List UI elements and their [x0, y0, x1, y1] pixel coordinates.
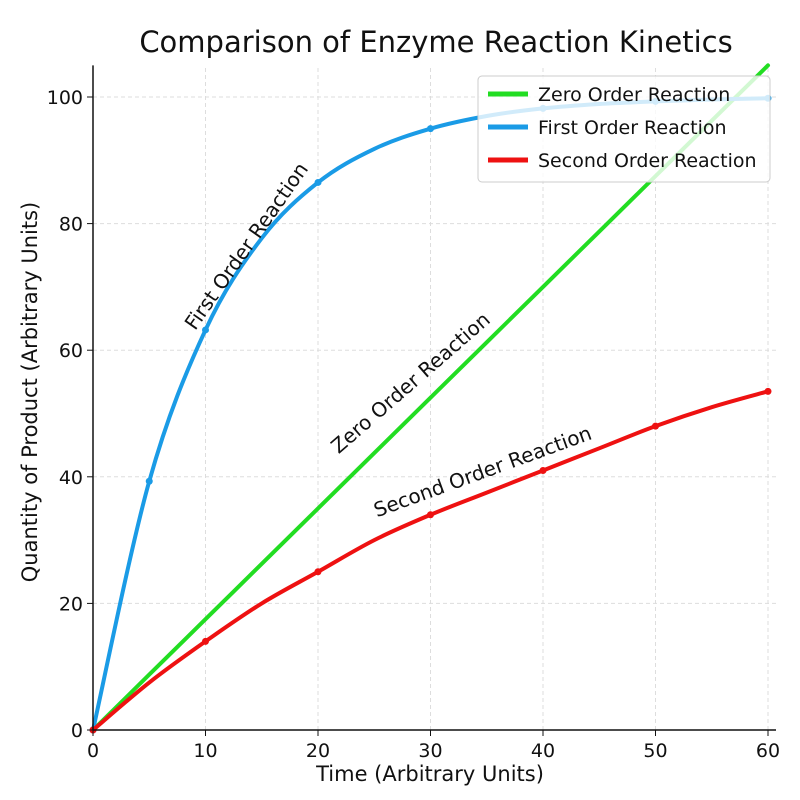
- annotation-first-order: First Order Reaction: [180, 158, 314, 334]
- legend: Zero Order Reaction First Order Reaction…: [477, 75, 771, 183]
- y-tick-label: 100: [47, 87, 83, 109]
- data-point-1: [427, 125, 434, 133]
- x-tick-label: 50: [643, 740, 667, 762]
- x-tick-label: 0: [87, 740, 99, 762]
- data-point-2: [427, 511, 434, 519]
- y-tick-label: 20: [59, 593, 83, 615]
- chart-title: Comparison of Enzyme Reaction Kinetics: [139, 25, 732, 59]
- x-tick-label: 30: [418, 740, 442, 762]
- y-tick-label: 0: [71, 720, 83, 742]
- legend-label-second: Second Order Reaction: [538, 150, 757, 172]
- x-tick-label: 10: [193, 740, 217, 762]
- legend-label-first: First Order Reaction: [538, 117, 727, 139]
- data-point-2: [539, 466, 547, 474]
- data-point-2: [202, 637, 209, 645]
- x-tick-label: 60: [756, 740, 780, 762]
- data-point-2: [314, 568, 322, 576]
- axes: 0 10 20 30 40 50 60 0 20 40 60 80 100: [47, 65, 780, 762]
- data-point-1: [145, 477, 153, 485]
- data-point-2: [652, 422, 659, 430]
- x-axis-label: Time (Arbitrary Units): [315, 762, 544, 786]
- data-point-2: [764, 387, 772, 395]
- data-point-1: [314, 178, 322, 186]
- y-tick-label: 40: [59, 467, 83, 489]
- x-tick-label: 40: [531, 740, 555, 762]
- data-point-1: [202, 326, 209, 334]
- annotation-zero-order: Zero Order Reaction: [326, 307, 495, 458]
- annotation-second-order: Second Order Reaction: [370, 421, 594, 522]
- y-axis-label: Quantity of Product (Arbitrary Units): [18, 202, 42, 582]
- y-tick-label: 60: [59, 340, 83, 362]
- y-tick-label: 80: [59, 214, 83, 236]
- legend-label-zero: Zero Order Reaction: [538, 84, 730, 106]
- x-tick-label: 20: [306, 740, 330, 762]
